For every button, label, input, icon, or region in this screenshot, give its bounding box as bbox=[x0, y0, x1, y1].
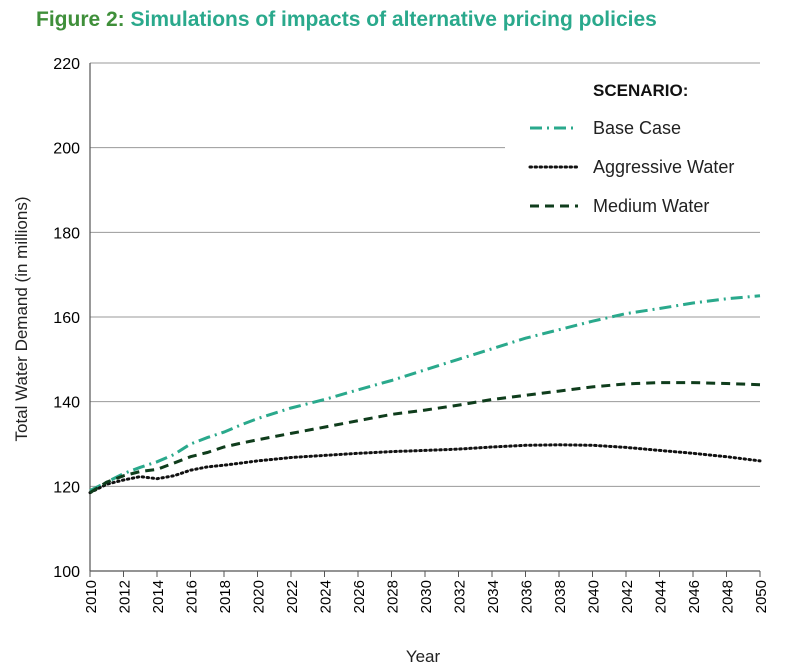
series-line-aggressive-water bbox=[88, 443, 762, 495]
x-tick-label: 2042 bbox=[619, 580, 636, 613]
legend-title: SCENARIO: bbox=[593, 81, 688, 100]
y-tick-label: 180 bbox=[53, 225, 80, 242]
y-tick-label: 220 bbox=[53, 56, 80, 73]
legend-background bbox=[505, 70, 770, 220]
x-tick-label: 2026 bbox=[351, 580, 368, 613]
series-line-base-case bbox=[89, 294, 761, 492]
x-tick-label: 2018 bbox=[217, 580, 234, 613]
figure-number: Figure 2: bbox=[36, 8, 125, 31]
y-tick-label: 100 bbox=[53, 564, 80, 581]
x-tick-label: 2040 bbox=[586, 580, 603, 613]
series-lines bbox=[88, 294, 762, 495]
y-tick-label: 140 bbox=[53, 395, 80, 412]
legend-label: Medium Water bbox=[593, 196, 709, 216]
x-axis-title: Year bbox=[406, 647, 441, 666]
x-tick-label: 2032 bbox=[452, 580, 469, 613]
x-tick-label: 2010 bbox=[83, 580, 100, 613]
figure-title: Figure 2: Simulations of impacts of alte… bbox=[36, 8, 657, 32]
x-tick-label: 2044 bbox=[653, 580, 670, 613]
y-axis-title: Total Water Demand (in millions) bbox=[12, 197, 31, 442]
x-tick-label: 2036 bbox=[519, 580, 536, 613]
legend-label: Aggressive Water bbox=[593, 157, 734, 177]
x-axis-ticks: 2010 2012 2014 2016 2018 2020 2022 2024 2026 2028… bbox=[83, 571, 770, 613]
x-tick-label: 2012 bbox=[117, 580, 134, 613]
x-tick-label: 2014 bbox=[150, 580, 167, 613]
y-tick-label: 120 bbox=[53, 479, 80, 496]
x-tick-label: 2038 bbox=[552, 580, 569, 613]
x-tick-label: 2048 bbox=[720, 580, 737, 613]
x-tick-label: 2030 bbox=[418, 580, 435, 613]
x-tick-label: 2024 bbox=[318, 580, 335, 613]
x-tick-label: 2022 bbox=[284, 580, 301, 613]
legend: SCENARIO: Base Case Aggressive Water Medium… bbox=[528, 81, 734, 216]
y-axis-ticks: 100 120 140 160 180 200 220 bbox=[53, 56, 80, 581]
series-line-medium-water bbox=[89, 381, 761, 494]
gridlines bbox=[90, 62, 760, 487]
x-tick-label: 2028 bbox=[385, 580, 402, 613]
x-tick-label: 2034 bbox=[485, 580, 502, 613]
legend-box bbox=[505, 70, 770, 220]
x-tick-label: 2020 bbox=[251, 580, 268, 613]
y-tick-label: 200 bbox=[53, 141, 80, 158]
x-tick-label: 2016 bbox=[184, 580, 201, 613]
y-tick-label: 160 bbox=[53, 310, 80, 327]
x-tick-label: 2050 bbox=[753, 580, 770, 613]
figure-title-text: Simulations of impacts of alternative pr… bbox=[130, 8, 657, 31]
x-tick-label: 2046 bbox=[686, 580, 703, 613]
legend-label: Base Case bbox=[593, 118, 681, 138]
